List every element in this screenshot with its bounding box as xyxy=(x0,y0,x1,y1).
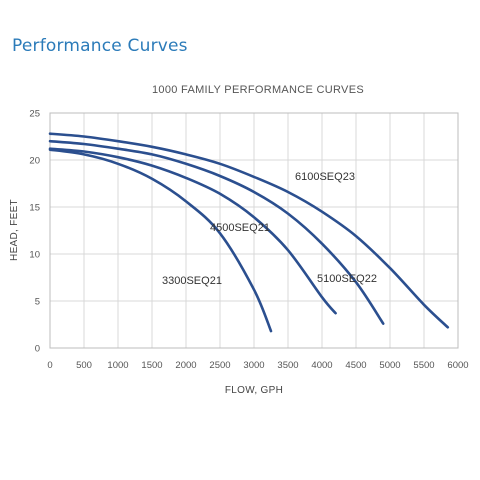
series-line-4500seq21 xyxy=(48,147,337,315)
y-tick-label: 10 xyxy=(29,250,40,261)
series-label-5100seq22: 5100SEQ22 xyxy=(317,273,377,285)
series-line-3300seq21 xyxy=(48,148,273,333)
x-tick-label: 5500 xyxy=(413,360,434,371)
series-line-5100seq22 xyxy=(48,139,385,325)
x-tick-label: 1000 xyxy=(107,360,128,371)
y-axis-label: HEAD, FEET xyxy=(9,199,20,261)
x-tick-label: 6000 xyxy=(447,360,468,371)
y-axis-ticks: 0 5 10 15 20 25 xyxy=(29,109,40,355)
y-tick-label: 5 xyxy=(35,297,40,308)
x-tick-label: 2500 xyxy=(209,360,230,371)
x-tick-label: 1500 xyxy=(141,360,162,371)
y-tick-label: 25 xyxy=(29,109,40,120)
x-tick-label: 3000 xyxy=(243,360,264,371)
y-tick-label: 0 xyxy=(35,344,40,355)
x-tick-label: 4500 xyxy=(345,360,366,371)
x-tick-label: 500 xyxy=(76,360,92,371)
series-labels: 6100SEQ23 4500SEQ21 5100SEQ22 3300SEQ21 xyxy=(162,171,377,287)
x-tick-label: 2000 xyxy=(175,360,196,371)
y-tick-label: 15 xyxy=(29,203,40,214)
x-tick-label: 3500 xyxy=(277,360,298,371)
chart-title: 1000 FAMILY PERFORMANCE CURVES xyxy=(152,84,364,96)
x-axis-label: FLOW, GPH xyxy=(225,385,283,396)
chart-series xyxy=(48,132,450,333)
y-tick-label: 20 xyxy=(29,156,40,167)
plot-frame xyxy=(49,112,459,349)
x-tick-label: 0 xyxy=(47,360,52,371)
series-label-4500seq21: 4500SEQ21 xyxy=(210,222,270,234)
x-tick-label: 4000 xyxy=(311,360,332,371)
series-label-3300seq21: 3300SEQ21 xyxy=(162,275,222,287)
x-tick-label: 5000 xyxy=(379,360,400,371)
series-label-6100seq23: 6100SEQ23 xyxy=(295,171,355,183)
section-title: Performance Curves xyxy=(12,36,188,56)
x-axis-ticks: 0 500 1000 1500 2000 2500 3000 3500 4000 4500 5000… xyxy=(47,360,468,371)
series-line-6100seq23 xyxy=(48,132,450,329)
